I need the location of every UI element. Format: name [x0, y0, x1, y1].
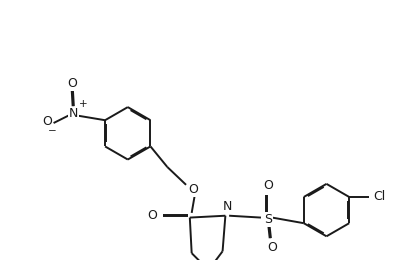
Text: O: O: [263, 179, 273, 192]
Text: N: N: [69, 107, 78, 120]
Text: O: O: [267, 241, 277, 254]
Text: −: −: [48, 126, 57, 136]
Text: O: O: [188, 183, 198, 196]
Text: Cl: Cl: [373, 190, 385, 203]
Text: S: S: [265, 213, 272, 226]
Text: N: N: [223, 200, 232, 213]
Text: O: O: [42, 115, 52, 128]
Text: O: O: [67, 77, 77, 90]
Text: +: +: [79, 99, 88, 109]
Text: O: O: [147, 209, 157, 222]
